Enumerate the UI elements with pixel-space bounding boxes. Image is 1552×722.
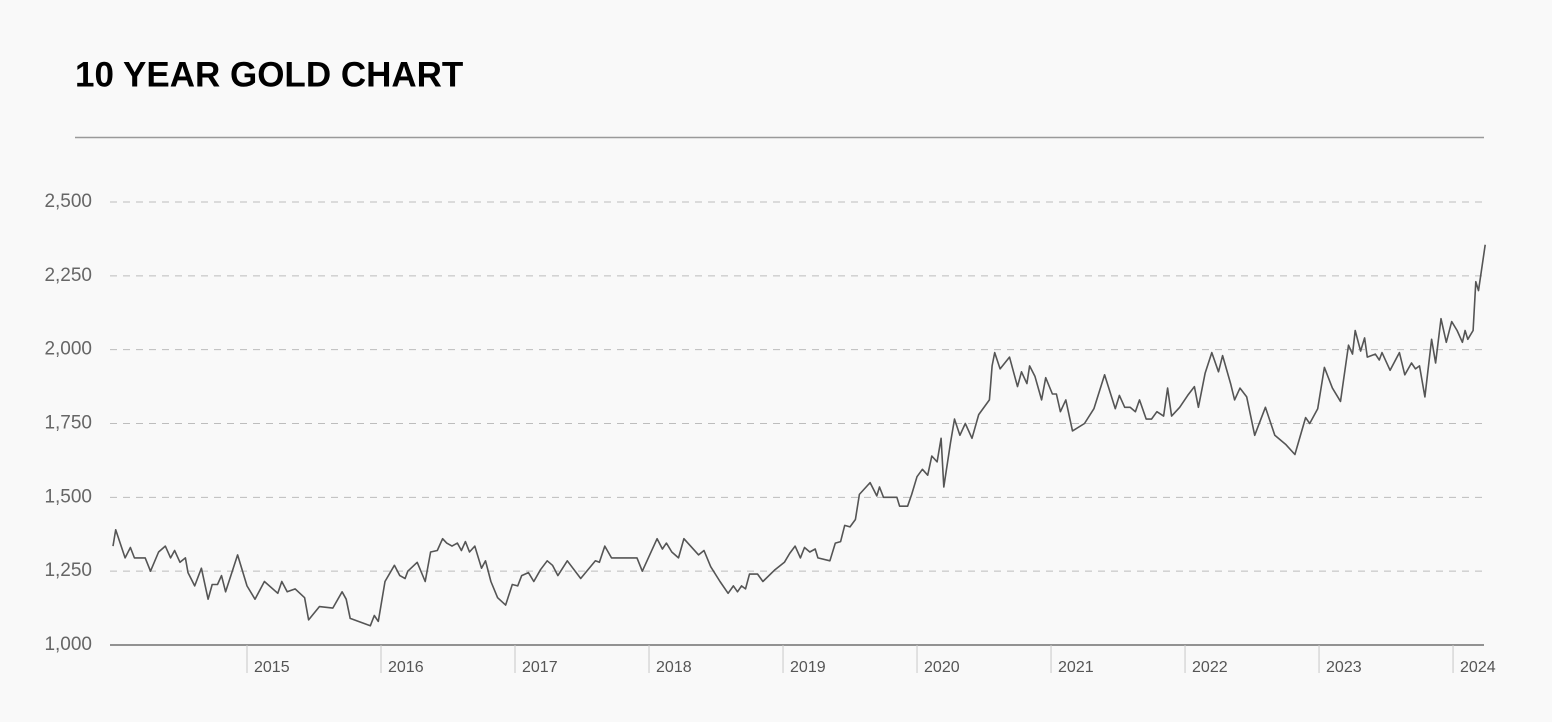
x-tick-label: 2020 — [924, 659, 960, 676]
x-tick-label: 2021 — [1058, 659, 1094, 676]
y-tick-label: 2,250 — [44, 265, 92, 286]
x-tick-label: 2023 — [1326, 659, 1362, 676]
x-tick-label: 2024 — [1460, 659, 1496, 676]
x-tick-label: 2017 — [522, 659, 558, 676]
y-tick-label: 1,250 — [44, 560, 92, 581]
x-tick-label: 2018 — [656, 659, 692, 676]
y-tick-label: 1,000 — [44, 634, 92, 655]
y-tick-label: 2,500 — [44, 191, 92, 212]
x-tick-label: 2022 — [1192, 659, 1228, 676]
x-tick-label: 2016 — [388, 659, 424, 676]
x-tick-label: 2015 — [254, 659, 290, 676]
y-tick-label: 1,750 — [44, 413, 92, 434]
y-tick-label: 2,000 — [44, 339, 92, 360]
y-tick-label: 1,500 — [44, 486, 92, 507]
chart-title: 10 YEAR GOLD CHART — [75, 55, 463, 94]
price-line — [112, 244, 1486, 627]
x-tick-label: 2019 — [790, 659, 826, 676]
